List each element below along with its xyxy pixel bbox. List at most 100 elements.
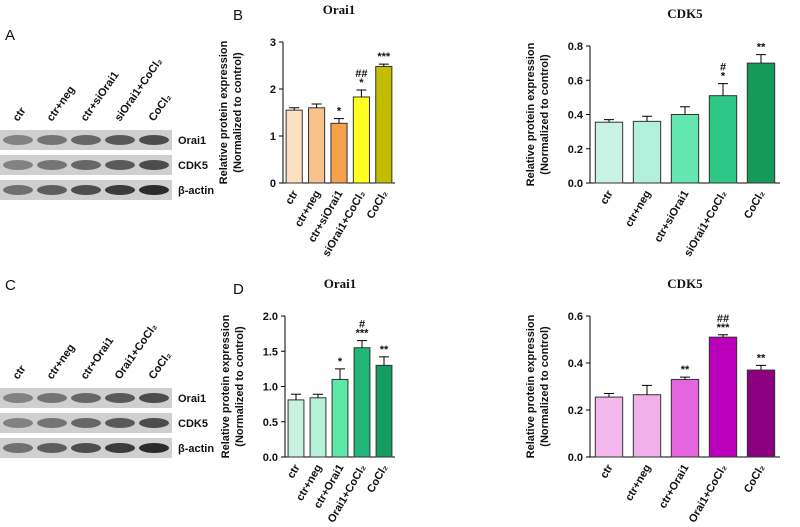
y-tick-label: 2 xyxy=(270,84,276,96)
y-tick-label: 0.5 xyxy=(263,417,278,429)
lane-label: CoCl₂ xyxy=(147,350,174,382)
error-bar xyxy=(642,115,652,122)
blot-band xyxy=(37,443,67,453)
error-bar xyxy=(291,393,301,400)
significance: * xyxy=(338,356,343,368)
lane-label: ctr xyxy=(11,105,29,124)
error-bar xyxy=(756,54,766,64)
blot-band xyxy=(3,418,33,428)
significance: ** xyxy=(380,344,389,356)
y-tick-label: 0 xyxy=(270,178,276,190)
error-bar xyxy=(313,393,323,398)
panel-letter: D xyxy=(233,281,244,298)
error-bar xyxy=(680,376,690,380)
bar xyxy=(375,364,393,458)
bar xyxy=(632,120,662,184)
y-tick-label: 1.0 xyxy=(263,382,278,394)
row-label: CDK5 xyxy=(178,418,208,430)
significance: # xyxy=(359,319,365,331)
y-axis-label: Relative protein expression xyxy=(525,42,537,186)
error-bar xyxy=(379,356,389,366)
bar xyxy=(352,96,370,184)
bar xyxy=(746,62,776,184)
y-tick-label: 0.4 xyxy=(568,358,584,370)
blot-band xyxy=(37,135,67,145)
significance: ** xyxy=(681,364,690,376)
bar xyxy=(594,396,624,458)
bar xyxy=(330,122,348,184)
x-tick-label: CoCl₂ xyxy=(365,462,391,495)
error-bar xyxy=(289,107,300,111)
y-axis-label: (Normalized to control) xyxy=(234,326,246,447)
bar xyxy=(708,95,738,184)
x-tick-label: ctr+Orai1 xyxy=(657,463,692,511)
error-bar xyxy=(604,119,614,123)
blot-band xyxy=(139,418,169,428)
lane-label: ctr+neg xyxy=(45,342,78,382)
blot-band xyxy=(105,160,135,170)
y-tick-label: 0.6 xyxy=(568,311,583,323)
blot-band xyxy=(3,185,33,195)
significance: * xyxy=(359,77,364,89)
x-tick-label: ctr+neg xyxy=(623,189,653,230)
bar xyxy=(287,399,305,458)
blot-band xyxy=(37,160,67,170)
y-tick-label: 0.0 xyxy=(568,178,583,190)
error-bar xyxy=(334,118,344,124)
blot-band xyxy=(71,135,101,145)
bar xyxy=(285,109,303,184)
blot-band xyxy=(105,443,135,453)
error-bar xyxy=(756,364,766,371)
y-tick-label: 0.4 xyxy=(568,110,584,122)
y-tick-label: 0.2 xyxy=(568,405,583,417)
significance: ## xyxy=(355,68,367,80)
x-tick-label: ctr xyxy=(598,462,616,481)
bar xyxy=(331,378,349,458)
x-tick-label: CoCl₂ xyxy=(742,462,768,495)
row-label: CDK5 xyxy=(178,160,208,172)
y-tick-label: 0.8 xyxy=(568,41,583,53)
blot-band xyxy=(3,135,33,145)
y-axis-label: (Normalized to control) xyxy=(232,52,244,173)
y-tick-label: 0.2 xyxy=(568,144,583,156)
blot-band xyxy=(71,418,101,428)
row-label: Orai1 xyxy=(178,135,206,147)
blot-band xyxy=(139,135,169,145)
bar xyxy=(708,336,738,458)
x-tick-label: CoCl₂ xyxy=(365,188,391,221)
row-label: β-actin xyxy=(178,185,214,197)
y-axis-label: Relative protein expression xyxy=(525,314,537,458)
bar xyxy=(353,347,371,458)
blot-band xyxy=(105,418,135,428)
x-tick-label: siOrai1+CoCl₂ xyxy=(682,188,730,258)
y-tick-label: 0.0 xyxy=(263,452,278,464)
blot-band xyxy=(105,393,135,403)
panel-letter: B xyxy=(233,7,243,24)
y-tick-label: 1 xyxy=(270,131,276,143)
blot-band xyxy=(71,393,101,403)
error-bar xyxy=(680,106,690,115)
chart-title: CDK5 xyxy=(667,276,703,291)
blot-band xyxy=(139,393,169,403)
blot-band xyxy=(3,443,33,453)
y-tick-label: 0.0 xyxy=(568,452,583,464)
x-tick-label: Orai1+CoCl₂ xyxy=(687,462,730,524)
y-tick-label: 0.6 xyxy=(568,75,583,87)
row-label: β-actin xyxy=(178,443,214,455)
x-tick-label: ctr+siOrai1 xyxy=(652,189,691,245)
y-tick-label: 1.5 xyxy=(263,346,278,358)
bar xyxy=(746,369,776,458)
bar xyxy=(375,65,393,184)
row-label: Orai1 xyxy=(178,393,206,405)
significance: * xyxy=(721,71,726,83)
blot-band xyxy=(71,160,101,170)
lane-label: ctr+Orai1 xyxy=(79,335,117,382)
error-bar xyxy=(356,89,367,97)
x-tick-label: ctr xyxy=(598,188,616,207)
blot-band xyxy=(3,160,33,170)
y-tick-label: 3 xyxy=(270,37,276,49)
panel-letter: C xyxy=(5,277,16,294)
significance: ** xyxy=(757,42,766,54)
blot-band xyxy=(37,185,67,195)
